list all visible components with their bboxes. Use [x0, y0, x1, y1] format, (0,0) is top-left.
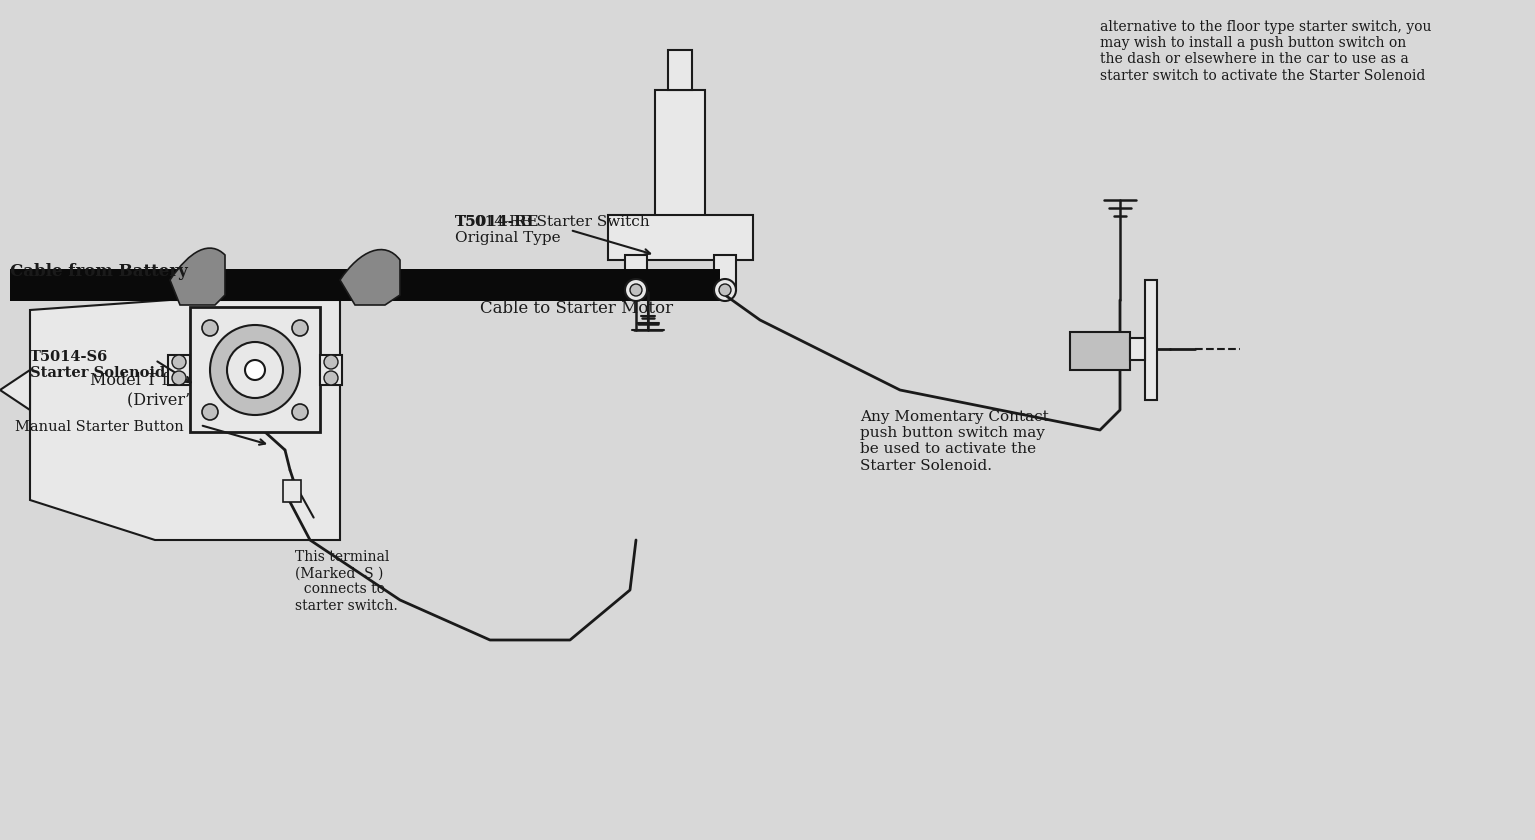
Text: alternative to the floor type starter switch, you
may wish to install a push but: alternative to the floor type starter sw… [1101, 20, 1432, 82]
Bar [1145, 280, 1157, 400]
Circle shape [324, 355, 338, 369]
Bar [319, 355, 342, 385]
Circle shape [227, 342, 282, 398]
Polygon shape [0, 370, 31, 410]
Bar [668, 50, 692, 90]
Bar [1070, 332, 1130, 370]
PathPatch shape [339, 249, 401, 305]
Text: Cable to Starter Motor: Cable to Starter Motor [480, 300, 674, 317]
Bar [167, 355, 190, 385]
Circle shape [629, 284, 642, 296]
Circle shape [292, 320, 309, 336]
Bar [11, 269, 720, 301]
Text: This terminal
(Marked  S )
  connects to
starter switch.: This terminal (Marked S ) connects to st… [295, 550, 398, 612]
Text: Cable from Battery: Cable from Battery [11, 263, 187, 280]
Bar [190, 307, 319, 432]
Text: Manual Starter Button: Manual Starter Button [15, 420, 184, 434]
Circle shape [718, 284, 731, 296]
Text: T5014-RE: T5014-RE [454, 215, 539, 229]
Circle shape [324, 371, 338, 385]
Text: T5014-S6
Starter Solenoid: T5014-S6 Starter Solenoid [31, 350, 166, 381]
PathPatch shape [170, 248, 226, 305]
Circle shape [172, 371, 186, 385]
Circle shape [292, 404, 309, 420]
Circle shape [203, 320, 218, 336]
Bar [625, 255, 646, 290]
Text: Any Momentary Contact
push button switch may
be used to activate the
Starter Sol: Any Momentary Contact push button switch… [860, 410, 1048, 473]
Circle shape [714, 279, 735, 301]
Bar [1130, 338, 1145, 360]
Bar [608, 215, 754, 260]
Bar [714, 255, 735, 290]
Bar [282, 480, 301, 502]
Circle shape [203, 404, 218, 420]
Polygon shape [31, 300, 339, 540]
Text: T5014-RE Starter Switch
Original Type: T5014-RE Starter Switch Original Type [454, 215, 649, 245]
Circle shape [210, 325, 299, 415]
Bar [655, 90, 705, 220]
Text: Model T frame channel
(Driver’s side): Model T frame channel (Driver’s side) [91, 371, 279, 408]
Circle shape [172, 355, 186, 369]
Circle shape [246, 360, 266, 380]
Circle shape [625, 279, 646, 301]
